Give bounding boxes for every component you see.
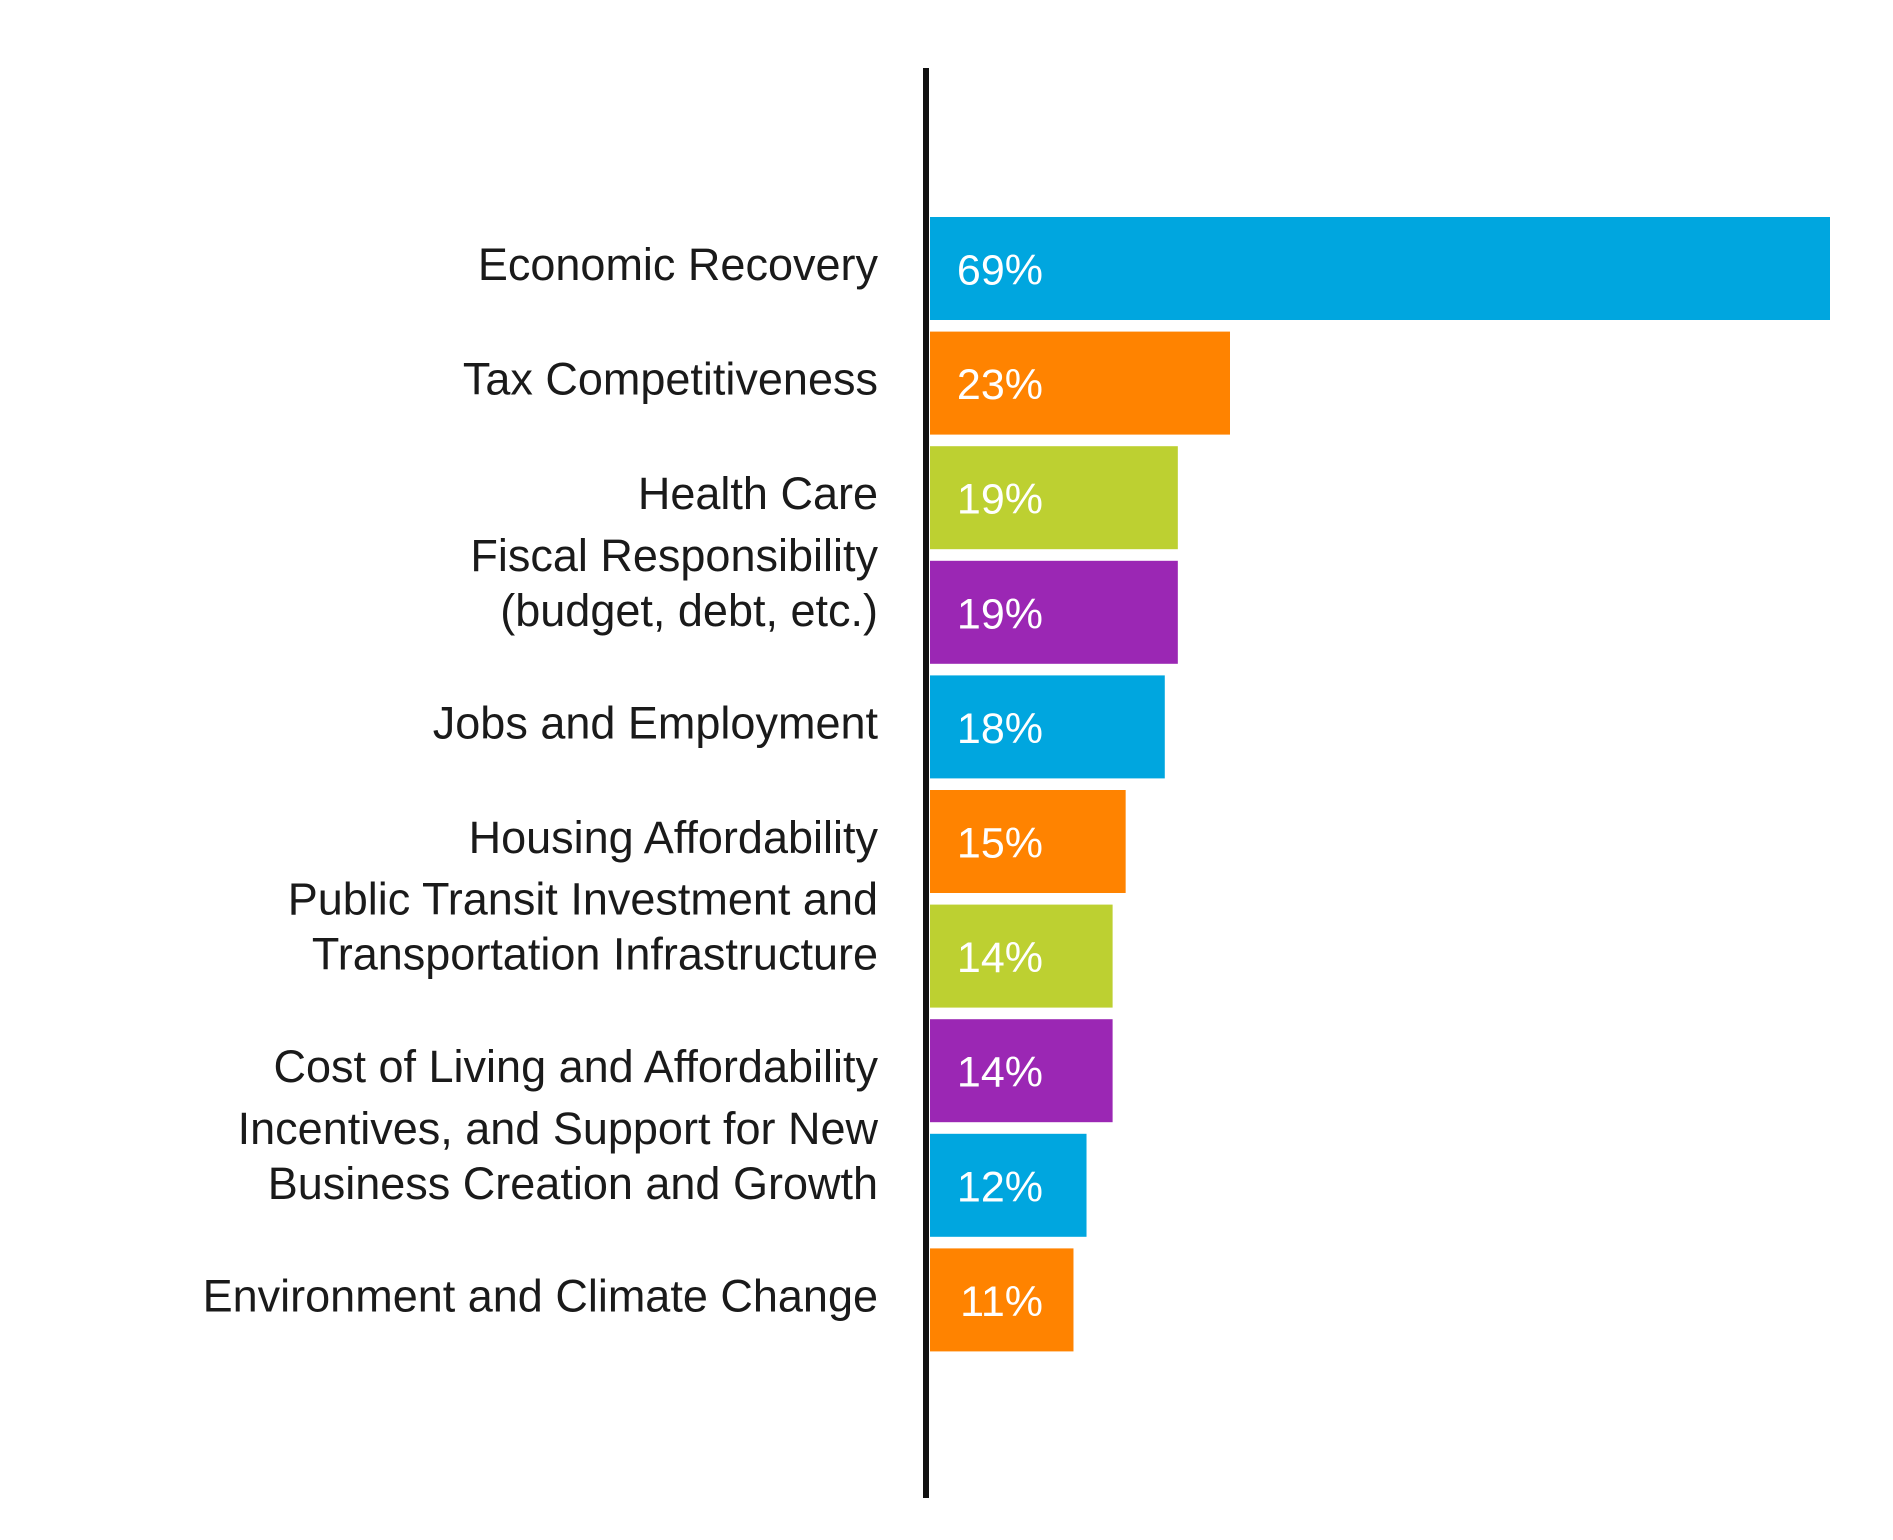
category-label: Environment and Climate Change [203, 1270, 878, 1321]
bar-value-label: 14% [957, 1049, 1043, 1097]
bar [930, 790, 1126, 893]
bar-value-label: 23% [957, 361, 1043, 409]
category-label: Jobs and Employment [433, 697, 879, 748]
category-label: Housing Affordability [469, 812, 879, 863]
bar [930, 560, 1178, 664]
bar [930, 446, 1178, 550]
bar-value-label: 69% [957, 247, 1043, 295]
category-label: Business Creation and Growth [268, 1158, 878, 1209]
category-label: Public Transit Investment and [288, 874, 878, 925]
category-labels-layer: Economic Recovery Tax Competitiveness Heal… [203, 239, 879, 1321]
category-label: Incentives, and Support for New [238, 1103, 879, 1154]
category-label: Transportation Infrastructure [312, 929, 878, 980]
bar-value-label: 19% [957, 476, 1043, 524]
bar-value-label: 18% [957, 705, 1043, 753]
bar [930, 1133, 1087, 1237]
category-label: Cost of Living and Affordability [273, 1041, 878, 1092]
bar [930, 1248, 1074, 1352]
bars-layer [930, 217, 1830, 1352]
bar-value-label: 19% [957, 590, 1043, 638]
category-label: Fiscal Responsibility [470, 530, 878, 581]
category-label: Health Care [638, 468, 878, 519]
category-label: Economic Recovery [478, 239, 879, 290]
category-label: (budget, debt, etc.) [500, 585, 878, 636]
bar [930, 331, 1230, 435]
bar-value-label: 11% [960, 1278, 1043, 1326]
bar-value-label: 14% [957, 934, 1043, 982]
bar [930, 904, 1113, 1008]
category-label: Tax Competitiveness [463, 354, 878, 405]
bar [930, 217, 1830, 320]
bar [930, 1019, 1113, 1123]
value-labels-layer: 69% 23% 19% 19% 18% 15% 14% 14% 12% 11% [957, 247, 1043, 1326]
bar [930, 675, 1165, 779]
bar-value-label: 12% [957, 1163, 1043, 1211]
bar-value-label: 15% [957, 820, 1043, 868]
